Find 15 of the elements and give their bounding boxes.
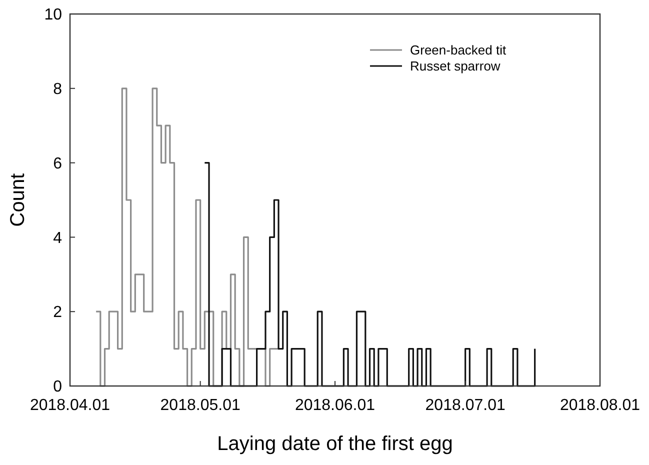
y-tick-label: 2 <box>53 304 62 322</box>
y-axis-title: Count <box>7 172 29 227</box>
x-tick-label: 2018.05.01 <box>160 397 240 414</box>
x-tick-label: 2018.08.01 <box>560 397 640 414</box>
legend-label: Green-backed tit <box>410 42 506 58</box>
y-tick-label: 6 <box>53 155 62 172</box>
y-tick-label: 8 <box>53 81 62 98</box>
x-tick-label: 2018.04.01 <box>30 397 110 414</box>
y-tick-label: 0 <box>53 378 62 396</box>
y-tick-label: 4 <box>53 230 62 247</box>
legend-label: Russet sparrow <box>410 58 501 74</box>
x-tick-label: 2018.06.01 <box>294 397 376 414</box>
x-tick-label: 2018.07.01 <box>425 397 506 414</box>
y-tick-label: 10 <box>44 6 62 24</box>
x-axis-title: Laying date of the first egg <box>217 433 453 455</box>
